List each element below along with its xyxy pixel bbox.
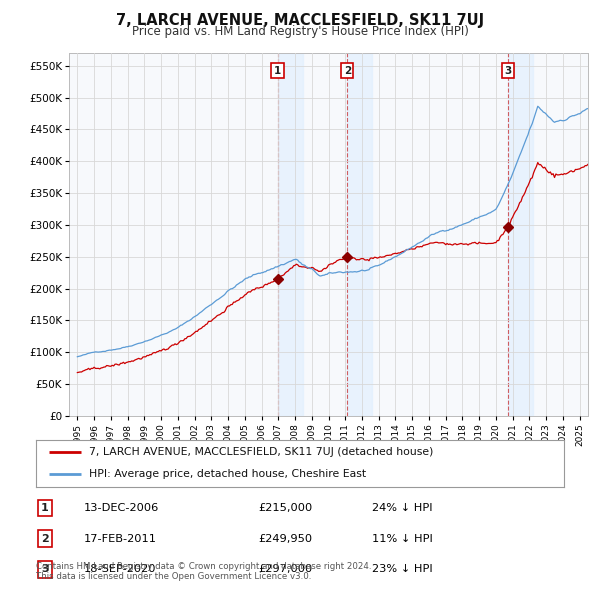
Text: £297,000: £297,000 [258, 565, 312, 574]
Text: 7, LARCH AVENUE, MACCLESFIELD, SK11 7UJ (detached house): 7, LARCH AVENUE, MACCLESFIELD, SK11 7UJ … [89, 447, 433, 457]
Text: 13-DEC-2006: 13-DEC-2006 [84, 503, 159, 513]
Text: 3: 3 [41, 565, 49, 574]
Text: 23% ↓ HPI: 23% ↓ HPI [372, 565, 433, 574]
Text: 7, LARCH AVENUE, MACCLESFIELD, SK11 7UJ: 7, LARCH AVENUE, MACCLESFIELD, SK11 7UJ [116, 13, 484, 28]
Bar [347, 53, 373, 416]
Bar [278, 53, 303, 416]
Text: HPI: Average price, detached house, Cheshire East: HPI: Average price, detached house, Ches… [89, 469, 366, 479]
Text: £215,000: £215,000 [258, 503, 312, 513]
Text: 17-FEB-2011: 17-FEB-2011 [84, 534, 157, 543]
Text: 11% ↓ HPI: 11% ↓ HPI [372, 534, 433, 543]
Text: 2: 2 [344, 66, 351, 76]
Text: 1: 1 [274, 66, 281, 76]
Text: £249,950: £249,950 [258, 534, 312, 543]
Bar [508, 53, 533, 416]
Text: 2: 2 [41, 534, 49, 543]
Text: 18-SEP-2020: 18-SEP-2020 [84, 565, 157, 574]
Text: 3: 3 [504, 66, 511, 76]
Text: 1: 1 [41, 503, 49, 513]
Text: Contains HM Land Registry data © Crown copyright and database right 2024.
This d: Contains HM Land Registry data © Crown c… [36, 562, 371, 581]
Text: 24% ↓ HPI: 24% ↓ HPI [372, 503, 433, 513]
Text: Price paid vs. HM Land Registry's House Price Index (HPI): Price paid vs. HM Land Registry's House … [131, 25, 469, 38]
